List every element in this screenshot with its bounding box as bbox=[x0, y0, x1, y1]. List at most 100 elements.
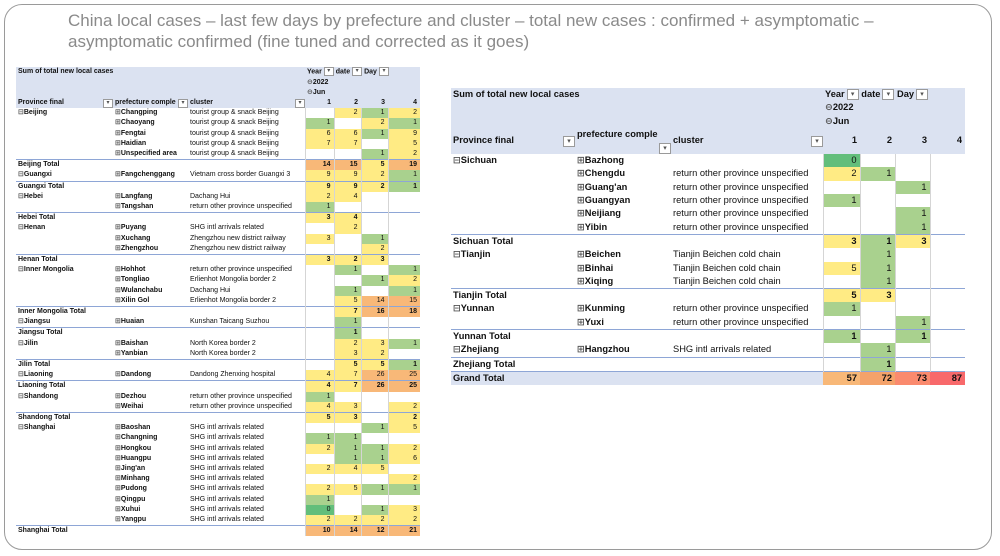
expand-icon[interactable]: ⊞ bbox=[577, 249, 585, 260]
expand-icon[interactable]: ⊞ bbox=[115, 276, 121, 284]
expand-icon[interactable]: ⊞ bbox=[577, 344, 585, 355]
collapse-icon[interactable]: ⊟ bbox=[453, 249, 461, 260]
cluster-cell: Dachang Hui bbox=[190, 192, 231, 200]
dropdown-icon[interactable]: ▾ bbox=[811, 136, 824, 148]
prefecture-label: Zhengzhou bbox=[120, 244, 159, 252]
prefecture-cell: ⊞Xiqing bbox=[575, 275, 671, 289]
year-value: 2022 bbox=[832, 102, 854, 113]
collapse-icon[interactable]: ⊟ bbox=[18, 266, 24, 274]
value-cell bbox=[929, 194, 966, 208]
expand-icon[interactable]: ⊞ bbox=[115, 371, 121, 379]
filter-dropdown-icon[interactable]: ▾ bbox=[882, 89, 895, 101]
expand-icon[interactable]: ⊞ bbox=[577, 181, 585, 192]
dropdown-icon[interactable]: ▾ bbox=[378, 67, 389, 76]
collapse-icon[interactable]: ⊟ bbox=[453, 344, 461, 355]
value-cell bbox=[929, 288, 966, 303]
expand-icon[interactable]: ⊞ bbox=[577, 262, 585, 273]
expand-icon[interactable]: ⊞ bbox=[115, 296, 121, 304]
prefecture-cell: ⊞Fangchenggang bbox=[113, 170, 188, 181]
expand-icon[interactable]: ⊞ bbox=[577, 303, 585, 314]
expand-icon[interactable]: ⊞ bbox=[115, 444, 121, 452]
expand-icon[interactable]: ⊞ bbox=[577, 155, 585, 166]
collapse-icon[interactable]: ⊟ bbox=[453, 303, 461, 314]
expand-icon[interactable]: ⊞ bbox=[115, 192, 121, 200]
value-cell: 2 bbox=[387, 412, 421, 424]
col-province-header[interactable]: Province final ▾ bbox=[451, 127, 575, 155]
collapse-icon[interactable]: ⊟ bbox=[18, 318, 24, 326]
expand-icon[interactable]: ⊞ bbox=[115, 485, 121, 493]
expand-icon[interactable]: ⊞ bbox=[115, 234, 121, 242]
collapse-icon[interactable]: ⊟ bbox=[18, 109, 24, 117]
value-cell: 2 bbox=[387, 148, 421, 160]
expand-icon[interactable]: ⊞ bbox=[115, 475, 121, 483]
expand-icon[interactable]: ⊞ bbox=[115, 424, 121, 432]
dropdown-icon[interactable]: ▾ bbox=[295, 98, 305, 108]
col-cluster-header[interactable]: cluster ▾ bbox=[671, 127, 824, 155]
expand-icon[interactable]: ⊞ bbox=[115, 505, 121, 513]
collapse-icon[interactable]: ⊟ bbox=[18, 339, 24, 347]
value-cell: 14 bbox=[360, 295, 388, 307]
expand-icon[interactable]: ⊞ bbox=[115, 129, 121, 137]
expand-icon[interactable]: ⊞ bbox=[115, 149, 121, 157]
expand-icon[interactable]: ⊞ bbox=[115, 495, 121, 503]
dropdown-icon[interactable]: ▾ bbox=[916, 89, 929, 101]
collapse-icon[interactable]: ⊟ bbox=[18, 424, 24, 432]
expand-icon[interactable]: ⊞ bbox=[115, 349, 121, 357]
filter-dropdown-icon[interactable]: ▾ bbox=[846, 89, 859, 101]
collapse-icon[interactable]: ⊟ bbox=[18, 192, 24, 200]
expand-icon[interactable]: ⊞ bbox=[115, 465, 121, 473]
subtotal-row: Guangxi Total 9 9 2 1 bbox=[16, 180, 421, 192]
expand-icon[interactable]: ⊞ bbox=[115, 402, 121, 410]
value-cell: 4 bbox=[333, 464, 361, 475]
expand-icon[interactable]: ⊞ bbox=[115, 224, 121, 232]
cluster-cell bbox=[671, 154, 823, 167]
col-cluster-header[interactable]: cluster ▾ bbox=[188, 97, 305, 109]
expand-icon[interactable]: ⊞ bbox=[115, 266, 121, 274]
expand-icon[interactable]: ⊞ bbox=[115, 454, 121, 462]
collapse-icon[interactable]: ⊖ bbox=[825, 102, 833, 113]
dropdown-icon[interactable]: ▾ bbox=[178, 98, 188, 108]
value-cell: 4 bbox=[333, 191, 361, 202]
value-cell bbox=[360, 327, 388, 339]
cluster-cell: Erlienhot Mongolia border 2 bbox=[190, 276, 276, 284]
expand-icon[interactable]: ⊞ bbox=[577, 195, 585, 206]
cluster-cell: return other province unspecified bbox=[190, 202, 292, 210]
expand-icon[interactable]: ⊞ bbox=[577, 221, 585, 232]
expand-icon[interactable]: ⊞ bbox=[115, 202, 121, 210]
collapse-icon[interactable]: ⊖ bbox=[825, 115, 833, 126]
expand-icon[interactable]: ⊞ bbox=[115, 139, 121, 147]
col-prefecture-header[interactable]: prefecture comple ▾ bbox=[575, 127, 671, 155]
filter-dropdown-icon[interactable]: ▾ bbox=[323, 67, 334, 76]
prefecture-label: Minhang bbox=[120, 475, 150, 483]
expand-icon[interactable]: ⊞ bbox=[577, 168, 585, 179]
dropdown-icon[interactable]: ▾ bbox=[563, 136, 575, 148]
expand-icon[interactable]: ⊞ bbox=[115, 392, 121, 400]
collapse-icon[interactable]: ⊟ bbox=[18, 171, 24, 179]
dropdown-icon[interactable]: ▾ bbox=[659, 143, 671, 155]
expand-icon[interactable]: ⊞ bbox=[115, 318, 121, 326]
collapse-icon[interactable]: ⊖ bbox=[307, 88, 313, 96]
col-prefecture-header[interactable]: prefecture comple ▾ bbox=[113, 97, 188, 109]
value-cell: 5 bbox=[822, 261, 861, 275]
prefecture-label: Pudong bbox=[120, 485, 147, 493]
filter-dropdown-icon[interactable]: ▾ bbox=[352, 67, 363, 76]
collapse-icon[interactable]: ⊟ bbox=[18, 392, 24, 400]
expand-icon[interactable]: ⊞ bbox=[115, 286, 121, 294]
collapse-icon[interactable]: ⊟ bbox=[18, 224, 24, 232]
collapse-icon[interactable]: ⊖ bbox=[307, 78, 313, 86]
expand-icon[interactable]: ⊞ bbox=[577, 208, 585, 219]
dropdown-icon[interactable]: ▾ bbox=[103, 98, 113, 108]
col-province-header[interactable]: Province final ▾ bbox=[16, 97, 113, 109]
expand-icon[interactable]: ⊞ bbox=[115, 109, 121, 117]
expand-icon[interactable]: ⊞ bbox=[115, 516, 121, 524]
expand-icon[interactable]: ⊞ bbox=[577, 316, 585, 327]
expand-icon[interactable]: ⊞ bbox=[115, 171, 121, 179]
expand-icon[interactable]: ⊞ bbox=[115, 119, 121, 127]
expand-icon[interactable]: ⊞ bbox=[577, 275, 585, 286]
collapse-icon[interactable]: ⊟ bbox=[453, 155, 461, 166]
expand-icon[interactable]: ⊞ bbox=[115, 244, 121, 252]
table-row: ⊟Liaoning ⊞Dandong Dandong Zhenxing hospit… bbox=[16, 370, 421, 381]
expand-icon[interactable]: ⊞ bbox=[115, 339, 121, 347]
collapse-icon[interactable]: ⊟ bbox=[18, 371, 24, 379]
expand-icon[interactable]: ⊞ bbox=[115, 434, 121, 442]
